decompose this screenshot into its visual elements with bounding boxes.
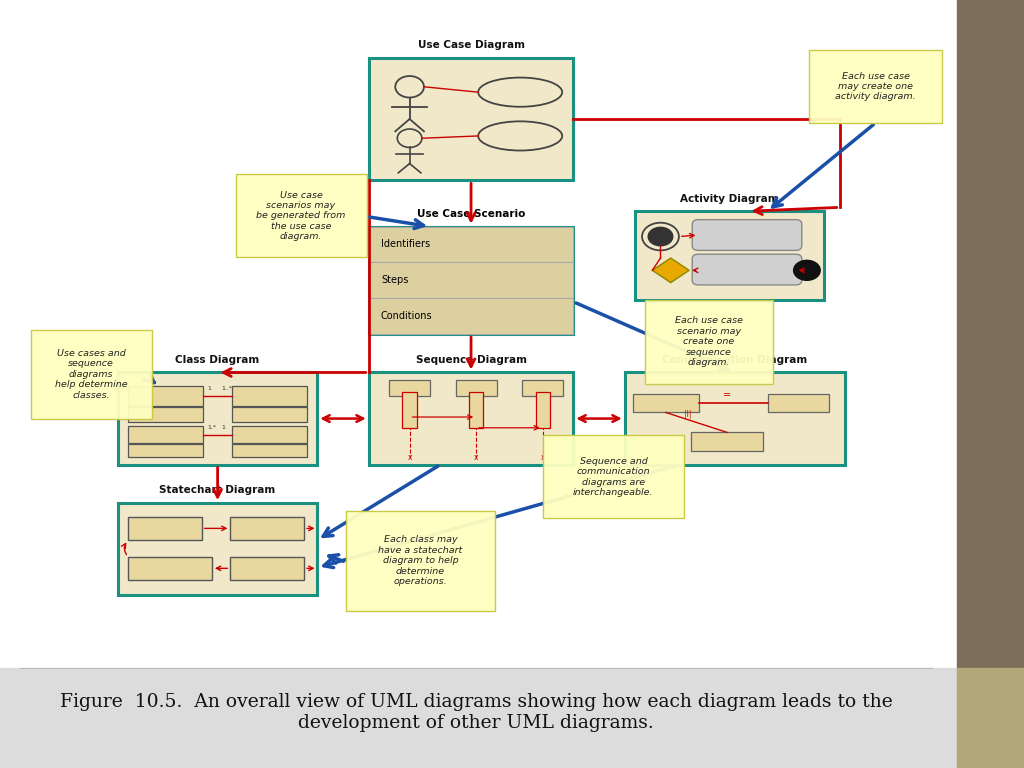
FancyBboxPatch shape [543, 435, 684, 518]
FancyBboxPatch shape [128, 517, 202, 540]
FancyBboxPatch shape [118, 503, 317, 595]
FancyBboxPatch shape [128, 426, 203, 443]
FancyBboxPatch shape [692, 220, 802, 250]
FancyBboxPatch shape [31, 330, 152, 419]
Text: Communication Diagram: Communication Diagram [663, 355, 807, 365]
FancyBboxPatch shape [768, 394, 829, 412]
Text: Statechart Diagram: Statechart Diagram [160, 485, 275, 495]
Text: Each use case
may create one
activity diagram.: Each use case may create one activity di… [836, 71, 915, 101]
FancyBboxPatch shape [369, 227, 573, 334]
FancyBboxPatch shape [369, 263, 573, 298]
FancyBboxPatch shape [230, 557, 304, 580]
Bar [957, 0, 1024, 668]
Text: =: = [723, 391, 731, 401]
Bar [957, 668, 1024, 768]
FancyBboxPatch shape [236, 174, 367, 257]
Text: Steps: Steps [381, 275, 409, 286]
Text: |l|: |l| [684, 410, 692, 419]
FancyBboxPatch shape [118, 372, 317, 465]
Polygon shape [652, 258, 689, 283]
FancyBboxPatch shape [469, 392, 483, 428]
Text: Use Case Scenario: Use Case Scenario [417, 209, 525, 219]
Text: Activity Diagram: Activity Diagram [680, 194, 779, 204]
FancyBboxPatch shape [128, 444, 203, 457]
Text: Use cases and
sequence
diagrams
help determine
classes.: Use cases and sequence diagrams help det… [55, 349, 127, 399]
Text: x: x [541, 452, 545, 462]
FancyBboxPatch shape [369, 58, 573, 180]
FancyBboxPatch shape [128, 407, 203, 422]
Circle shape [648, 227, 673, 246]
Text: x: x [474, 452, 478, 462]
FancyBboxPatch shape [809, 50, 942, 123]
Text: Each class may
have a statechart
diagram to help
determine
operations.: Each class may have a statechart diagram… [378, 535, 463, 586]
Bar [0, 668, 957, 768]
FancyBboxPatch shape [128, 386, 203, 406]
FancyBboxPatch shape [692, 254, 802, 285]
Text: 1: 1 [207, 386, 211, 391]
FancyBboxPatch shape [231, 386, 307, 406]
FancyBboxPatch shape [625, 372, 845, 465]
FancyBboxPatch shape [536, 392, 550, 428]
FancyBboxPatch shape [645, 300, 773, 384]
Circle shape [794, 260, 820, 280]
Text: Sequence and
communication
diagrams are
interchangeable.: Sequence and communication diagrams are … [573, 457, 653, 497]
Text: Each use case
scenario may
create one
sequence
diagram.: Each use case scenario may create one se… [675, 316, 743, 367]
FancyBboxPatch shape [231, 426, 307, 443]
FancyBboxPatch shape [230, 517, 304, 540]
Text: Identifiers: Identifiers [381, 240, 430, 250]
FancyBboxPatch shape [369, 298, 573, 334]
Text: Use case
scenarios may
be generated from
the use case
diagram.: Use case scenarios may be generated from… [256, 190, 346, 241]
Text: Sequence Diagram: Sequence Diagram [416, 355, 526, 365]
Text: Class Diagram: Class Diagram [175, 355, 260, 365]
FancyBboxPatch shape [369, 372, 573, 465]
Text: 1.*: 1.* [207, 425, 216, 430]
Text: x: x [408, 452, 412, 462]
FancyBboxPatch shape [369, 227, 573, 263]
Text: Use Case Diagram: Use Case Diagram [418, 40, 524, 50]
FancyBboxPatch shape [389, 380, 430, 396]
FancyBboxPatch shape [231, 407, 307, 422]
FancyBboxPatch shape [522, 380, 563, 396]
FancyBboxPatch shape [128, 557, 212, 580]
FancyBboxPatch shape [402, 392, 417, 428]
Bar [0, 0, 957, 668]
Text: Conditions: Conditions [381, 311, 432, 321]
Text: 1: 1 [221, 425, 225, 430]
FancyBboxPatch shape [691, 432, 763, 451]
Text: Figure  10.5.  An overall view of UML diagrams showing how each diagram leads to: Figure 10.5. An overall view of UML diag… [59, 694, 893, 732]
FancyBboxPatch shape [635, 211, 824, 300]
Text: 1..*: 1..* [221, 386, 232, 391]
FancyBboxPatch shape [346, 511, 495, 611]
FancyBboxPatch shape [633, 394, 699, 412]
FancyBboxPatch shape [456, 380, 497, 396]
FancyBboxPatch shape [231, 444, 307, 457]
